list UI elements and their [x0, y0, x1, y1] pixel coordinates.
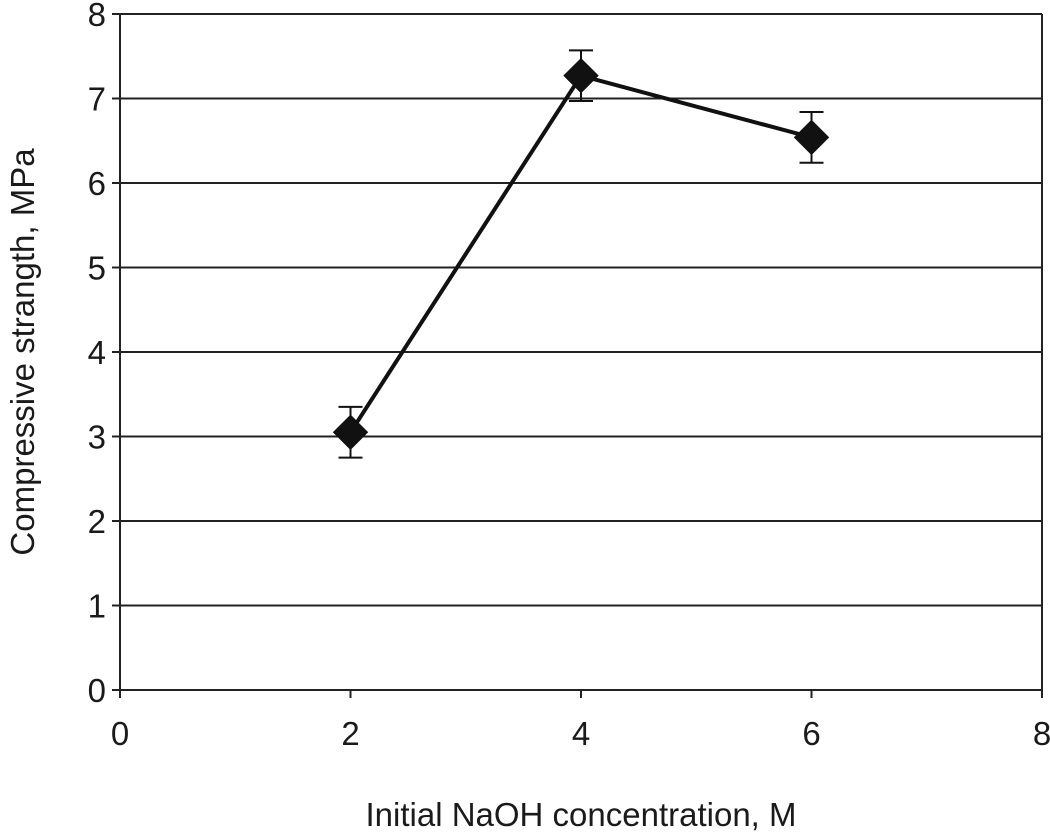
x-tick-label: 8	[1033, 715, 1050, 752]
y-tick-label: 2	[88, 503, 106, 540]
y-tick-label: 1	[88, 588, 106, 625]
y-tick-labels: 0 1 2 3 4 5 6 7 8	[88, 0, 106, 709]
data-point-diamond	[563, 57, 599, 94]
x-tick-labels: 0 2 4 6 8	[111, 715, 1050, 752]
x-tick-label: 2	[341, 715, 359, 752]
data-series	[332, 49, 830, 459]
y-axis-title: Compressive strangth, MPa	[4, 148, 41, 556]
data-point-diamond	[793, 119, 830, 156]
x-tick-label: 6	[802, 715, 820, 752]
gridlines	[120, 13, 1042, 607]
x-tick-label: 4	[572, 715, 590, 752]
data-point-diamond	[332, 414, 369, 450]
series-line	[348, 73, 813, 434]
y-tick-label: 7	[88, 81, 106, 118]
x-axis-title: Initial NaOH concentration, M	[365, 796, 796, 833]
y-tick-label: 0	[88, 672, 106, 709]
y-tick-label: 5	[88, 250, 106, 287]
y-tick-label: 4	[88, 334, 106, 371]
y-tick-label: 6	[88, 165, 106, 202]
y-tick-label: 8	[88, 0, 106, 33]
axes	[112, 13, 1043, 698]
y-tick-label: 3	[88, 419, 106, 456]
x-tick-label: 0	[111, 715, 129, 752]
